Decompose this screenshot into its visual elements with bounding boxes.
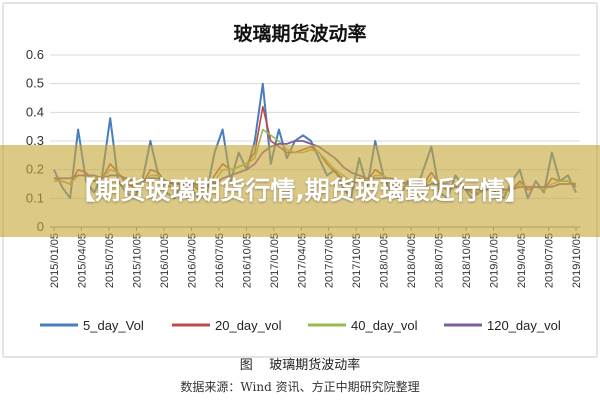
y-tick-label: 0.6 <box>26 47 44 62</box>
legend-label: 120_day_vol <box>487 318 561 333</box>
y-tick-label: 0.4 <box>26 104 44 119</box>
figure-caption: 图 玻璃期货波动率 <box>240 357 361 373</box>
x-tick-label: 2019/04/05 <box>516 233 528 288</box>
title-overlay-banner: 【期货玻璃期货行情,期货玻璃最近行情】 <box>0 145 600 237</box>
data-source: 数据来源：Wind 资讯、方正中期研究院整理 <box>180 379 419 394</box>
x-tick-label: 2015/01/05 <box>49 233 61 288</box>
legend-label: 5_day_Vol <box>83 318 144 333</box>
x-tick-label: 2019/10/05 <box>571 233 583 288</box>
x-tick-label: 2018/01/05 <box>379 233 391 288</box>
x-tick-label: 2015/10/05 <box>131 233 143 288</box>
x-tick-label: 2018/10/05 <box>461 233 473 288</box>
x-tick-label: 2017/10/05 <box>351 233 363 288</box>
chart-title: 玻璃期货波动率 <box>233 22 366 45</box>
x-tick-label: 2017/04/05 <box>296 233 308 288</box>
x-tick-label: 2018/04/05 <box>406 233 418 288</box>
x-tick-label: 2018/07/05 <box>434 233 446 288</box>
x-tick-label: 2017/07/05 <box>324 233 336 288</box>
y-tick-label: 0.5 <box>26 76 44 91</box>
x-tick-label: 2016/07/05 <box>214 233 226 288</box>
legend-label: 20_day_vol <box>215 318 282 333</box>
x-tick-label: 2015/04/05 <box>76 233 88 288</box>
x-tick-label: 2019/01/05 <box>489 233 501 288</box>
overlay-title: 【期货玻璃期货行情,期货玻璃最近行情】 <box>70 176 530 205</box>
x-tick-label: 2016/04/05 <box>186 233 198 288</box>
y-tick-label: 0.3 <box>26 133 44 148</box>
x-tick-label: 2015/07/05 <box>104 233 116 288</box>
x-tick-label: 2017/01/05 <box>269 233 281 288</box>
x-tick-label: 2019/07/05 <box>544 233 556 288</box>
x-tick-label: 2016/01/05 <box>159 233 171 288</box>
x-tick-label: 2016/10/05 <box>241 233 253 288</box>
legend-label: 40_day_vol <box>351 318 418 333</box>
